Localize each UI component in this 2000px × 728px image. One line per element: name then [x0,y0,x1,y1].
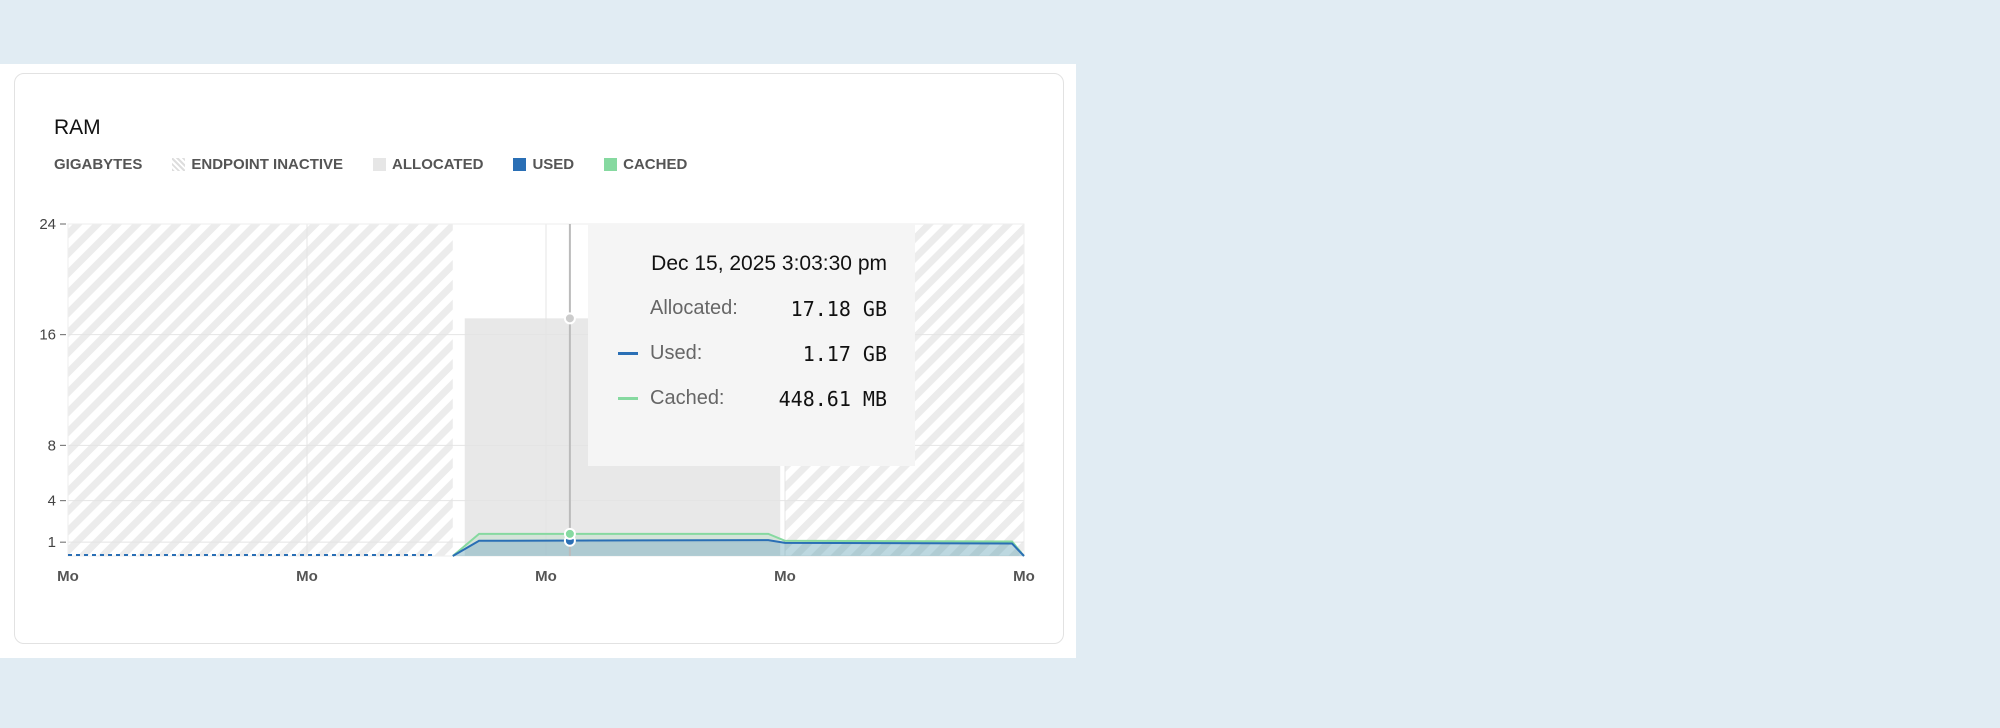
tooltip-date: Dec 15, 2025 3:03:30 pm [651,252,887,275]
x-tick-label: Mo [774,568,796,585]
point-cached [563,527,576,540]
allocated-point [563,312,576,325]
x-tick-label: Mo [57,568,79,585]
hatch-swatch-icon [172,158,186,171]
inactive-region [68,224,453,556]
legend-unit: GIGABYTES [54,156,143,173]
tooltip: Dec 15, 2025 3:03:30 pm Allocated: 17.18 … [588,224,915,466]
legend-item-used[interactable]: USED [513,156,574,173]
plot-border [67,223,1025,557]
y-tick-label: 1 [48,534,56,551]
legend: GIGABYTES ENDPOINT INACTIVE ALLOCATED US… [54,156,717,173]
area-cached [452,533,1024,556]
cached-swatch-icon [604,158,618,171]
used-swatch-icon [513,158,527,171]
legend-item-allocated[interactable]: ALLOCATED [373,156,483,173]
tooltip-row-cached: Cached: 448.61 MB [618,386,887,411]
x-tick-label: Mo [1013,568,1035,585]
x-tick-label: Mo [535,568,557,585]
tooltip-row-allocated: Allocated: 17.18 GB [650,296,887,321]
tooltip-row-used: Used: 1.17 GB [618,341,887,366]
y-tick-label: 16 [39,327,56,344]
allocated-swatch-icon [373,158,387,171]
x-tick-label: Mo [296,568,318,585]
used-marker-icon [618,352,638,355]
y-tick-label: 8 [48,437,56,454]
legend-item-cached[interactable]: CACHED [604,156,687,173]
line-cached [452,532,1025,557]
legend-item-inactive[interactable]: ENDPOINT INACTIVE [172,156,343,173]
y-tick-label: 24 [39,216,56,233]
line-used [452,539,1025,557]
cached-marker-icon [618,397,638,400]
y-tick-label: 4 [48,493,56,510]
chart-title: RAM [54,116,101,139]
